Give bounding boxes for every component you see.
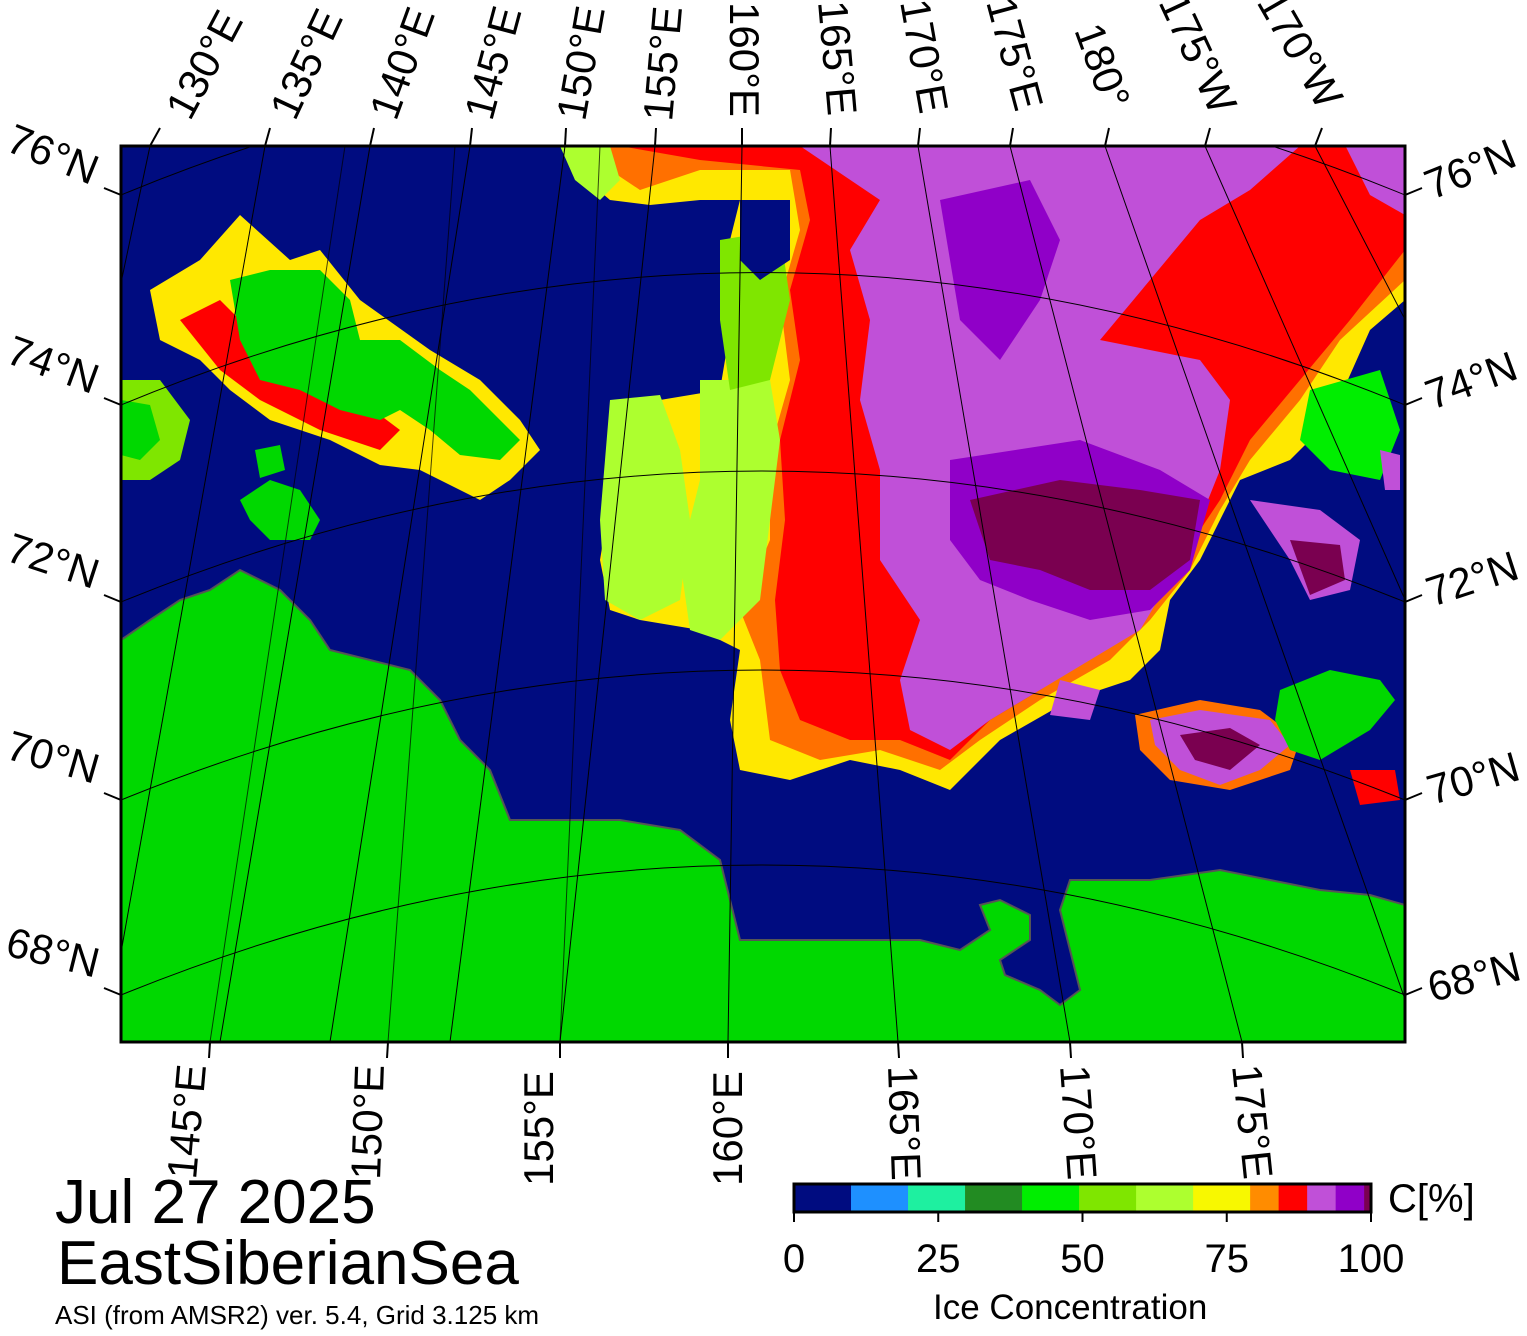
top-lon-label: 170°W bbox=[1248, 0, 1352, 116]
top-lon-label: 140°E bbox=[360, 1, 443, 125]
left-lat-label: 68°N bbox=[2, 918, 104, 986]
top-lon-label: 180° bbox=[1066, 17, 1140, 115]
left-lat-label: 74°N bbox=[1, 326, 105, 402]
right-lat-label: 74°N bbox=[1419, 342, 1523, 418]
colorbar-bin bbox=[1307, 1184, 1337, 1212]
bottom-lon-label: 165°E bbox=[879, 1065, 930, 1181]
top-lon-label: 130°E bbox=[156, 3, 251, 127]
left-latitude-labels: 76°N 74°N 72°N 70°N 68°N bbox=[1, 115, 106, 987]
right-lat-label: 72°N bbox=[1420, 542, 1524, 616]
colorbar-bin bbox=[851, 1184, 909, 1212]
top-lon-label: 175°W bbox=[1150, 0, 1246, 121]
colorbar-unit-label: C[%] bbox=[1388, 1177, 1475, 1221]
colorbar-bin bbox=[794, 1184, 852, 1212]
colorbar-tick-label: 100 bbox=[1338, 1237, 1405, 1281]
colorbar-bin bbox=[1079, 1184, 1137, 1212]
mainland-siberia bbox=[121, 568, 1405, 1042]
colorbar-bin bbox=[1364, 1184, 1372, 1212]
bottom-lon-label: 145°E bbox=[158, 1062, 215, 1181]
bottom-lon-label: 155°E bbox=[515, 1071, 562, 1186]
frame-ticks bbox=[103, 127, 1423, 1059]
bottom-longitude-labels: 145°E 150°E 155°E 160°E 165°E 170°E 175°… bbox=[158, 1062, 1282, 1186]
left-lat-label: 72°N bbox=[1, 524, 105, 598]
right-lat-label: 68°N bbox=[1423, 942, 1525, 1010]
bottom-lon-label: 150°E bbox=[342, 1064, 393, 1180]
right-lat-label: 76°N bbox=[1418, 130, 1523, 209]
latitude-gridlines bbox=[121, 146, 1405, 996]
colorbar-ticks: 0 25 50 75 100 bbox=[783, 1212, 1405, 1281]
map-frame bbox=[119, 144, 1407, 1044]
top-lon-label: 150°E bbox=[548, 2, 614, 123]
top-lon-label: 170°E bbox=[891, 0, 957, 117]
longitude-gridlines bbox=[121, 146, 1405, 1042]
colorbar-bin bbox=[1250, 1184, 1280, 1212]
top-lon-label: 165°E bbox=[809, 0, 866, 117]
colorbar-bin bbox=[1193, 1184, 1251, 1212]
region-label: EastSiberianSea bbox=[57, 1229, 519, 1298]
top-lon-label: 145°E bbox=[455, 1, 530, 124]
colorbar-tick-label: 0 bbox=[783, 1237, 805, 1281]
date-label: Jul 27 2025 bbox=[55, 1168, 376, 1237]
colorbar-bin bbox=[1022, 1184, 1080, 1212]
colorbar-tick-label: 25 bbox=[916, 1237, 961, 1281]
colorbar-bin bbox=[1335, 1184, 1365, 1212]
colorbar-bin bbox=[1278, 1184, 1308, 1212]
source-label: ASI (from AMSR2) ver. 5.4, Grid 3.125 km bbox=[55, 1300, 540, 1330]
left-lat-label: 70°N bbox=[2, 721, 105, 792]
colorbar-title: Ice Concentration bbox=[933, 1288, 1208, 1327]
bottom-lon-label: 160°E bbox=[704, 1071, 751, 1186]
sea-ice-field bbox=[560, 146, 1405, 805]
top-longitude-labels: 130°E 135°E 140°E 145°E 150°E 155°E 160°… bbox=[156, 0, 1352, 126]
colorbar-bin bbox=[908, 1184, 966, 1212]
colorbar-bin bbox=[1136, 1184, 1194, 1212]
colorbar-tick-label: 50 bbox=[1060, 1237, 1105, 1281]
colorbar bbox=[792, 1182, 1373, 1214]
left-lat-label: 76°N bbox=[1, 115, 106, 194]
bottom-lon-label: 170°E bbox=[1051, 1063, 1106, 1181]
colorbar-bin bbox=[965, 1184, 1023, 1212]
top-lon-label: 155°E bbox=[634, 4, 691, 123]
colorbar-tick-label: 75 bbox=[1205, 1237, 1250, 1281]
top-lon-label: 135°E bbox=[261, 2, 352, 126]
new-siberian-islands bbox=[121, 215, 1395, 760]
bottom-lon-label: 175°E bbox=[1223, 1062, 1282, 1181]
top-lon-label: 175°E bbox=[977, 0, 1052, 115]
top-lon-label: 160°E bbox=[721, 2, 768, 117]
right-lat-label: 70°N bbox=[1422, 743, 1525, 814]
right-latitude-labels: 76°N 74°N 72°N 70°N 68°N bbox=[1418, 130, 1525, 1011]
